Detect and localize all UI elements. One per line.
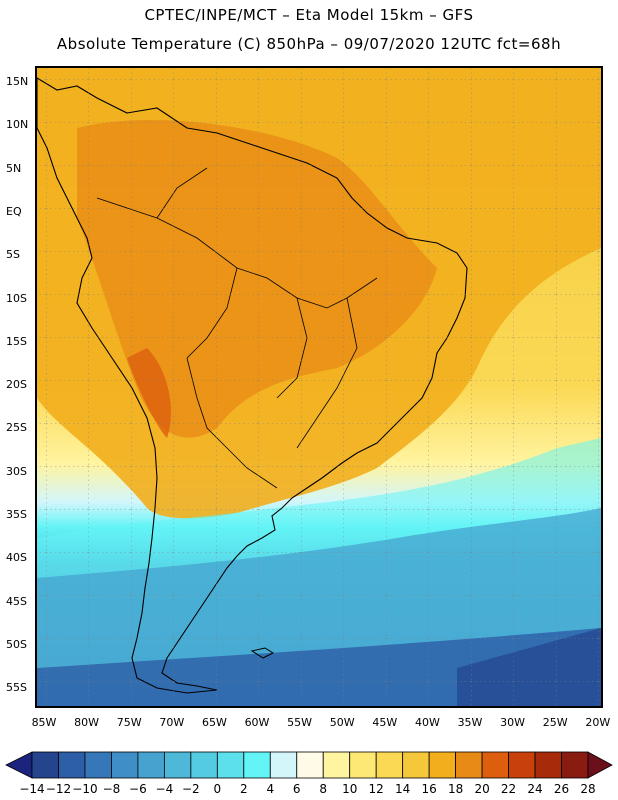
colorbar-tick-label: 4 <box>266 782 275 796</box>
colorbar <box>5 751 613 779</box>
colorbar-tick-label: 16 <box>421 782 437 796</box>
colorbar-cell <box>190 751 218 779</box>
colorbar-cell <box>31 751 59 779</box>
colorbar-cell <box>137 751 165 779</box>
lat-label: 40S <box>6 551 27 565</box>
colorbar-cell <box>58 751 86 779</box>
colorbar-tick-label: 8 <box>319 782 328 796</box>
colorbar-tick-label: 26 <box>553 782 570 796</box>
lat-label: 10S <box>6 291 27 305</box>
colorbar-tick-label: 28 <box>580 782 596 796</box>
lon-label: 60W <box>244 716 270 729</box>
lat-label: 50S <box>6 637 27 651</box>
colorbar-cell <box>243 751 271 779</box>
colorbar-tick-label: 2 <box>239 782 248 796</box>
colorbar-tick-label: −12 <box>45 782 72 796</box>
lon-label: 85W <box>31 716 57 729</box>
colorbar-cell <box>508 751 536 779</box>
lat-label: 25S <box>6 421 27 435</box>
lat-label: EQ <box>6 204 22 218</box>
lat-label: 15S <box>6 334 27 348</box>
lon-label: 75W <box>116 716 142 729</box>
map-subtitle: Absolute Temperature (C) 850hPa – 09/07/… <box>56 35 562 53</box>
lat-label: 45S <box>6 594 27 608</box>
colorbar-cell <box>216 751 245 779</box>
colorbar-cell <box>269 751 298 779</box>
map-title: CPTEC/INPE/MCT – Eta Model 15km – GFS <box>144 6 474 24</box>
temperature-map <box>37 68 601 706</box>
graticule <box>37 68 601 706</box>
colorbar-cell <box>84 751 112 779</box>
colorbar-cell <box>349 751 377 779</box>
map-panel <box>35 66 603 708</box>
colorbar-tick-label: 18 <box>447 782 464 796</box>
colorbar-tick-label: 10 <box>342 782 358 796</box>
colorbar-tick-label: 20 <box>474 782 490 796</box>
colorbar-tick-label: −2 <box>181 782 200 796</box>
colorbar-tick-label: −10 <box>72 782 98 796</box>
colorbar-tick-label: 24 <box>527 782 543 796</box>
colorbar-cell <box>375 751 404 779</box>
colorbar-tick-label: 6 <box>292 782 301 796</box>
lat-label: 5S <box>6 248 20 262</box>
colorbar-cell <box>322 751 351 779</box>
colorbar-over-arrow <box>587 751 613 779</box>
colorbar-cell <box>561 751 589 779</box>
lat-label: 35S <box>6 508 27 521</box>
colorbar-tick-label: 12 <box>368 782 384 796</box>
lat-label: 10N <box>6 118 29 132</box>
lon-label: 20W <box>585 716 611 729</box>
colorbar-cell <box>163 751 192 779</box>
lat-label: 20S <box>6 378 27 392</box>
colorbar-tick-label: 22 <box>500 782 517 796</box>
colorbar-under-arrow <box>5 751 33 779</box>
colorbar-cell <box>428 751 457 779</box>
colorbar-cell <box>481 751 509 779</box>
lon-label: 30W <box>500 716 526 729</box>
lat-label: 30S <box>6 464 27 478</box>
colorbar-cell <box>296 751 324 779</box>
lon-label: 25W <box>542 716 568 729</box>
lon-label: 65W <box>201 716 227 729</box>
colorbar-tick-label: −4 <box>155 782 174 796</box>
lon-label: 40W <box>414 716 440 729</box>
lat-label: 55S <box>6 681 27 695</box>
colorbar-tick-label: 0 <box>213 782 222 796</box>
colorbar-tick-label: −14 <box>19 782 45 796</box>
colorbar-tick-label: 14 <box>395 782 411 796</box>
colorbar-cell <box>534 751 562 779</box>
lon-label: 80W <box>74 716 100 729</box>
lat-label: 5N <box>6 161 22 175</box>
lon-label: 55W <box>287 716 313 729</box>
lon-label: 45W <box>372 716 398 729</box>
lat-label: 15N <box>6 75 29 88</box>
colorbar-cell <box>111 751 139 779</box>
lon-label: 50W <box>329 716 355 729</box>
colorbar-tick-label: −8 <box>102 782 121 796</box>
lon-label: 70W <box>159 716 185 729</box>
colorbar-cell <box>402 751 430 779</box>
lon-label: 35W <box>457 716 483 729</box>
colorbar-tick-label: −6 <box>129 782 147 796</box>
colorbar-cell <box>455 751 483 779</box>
